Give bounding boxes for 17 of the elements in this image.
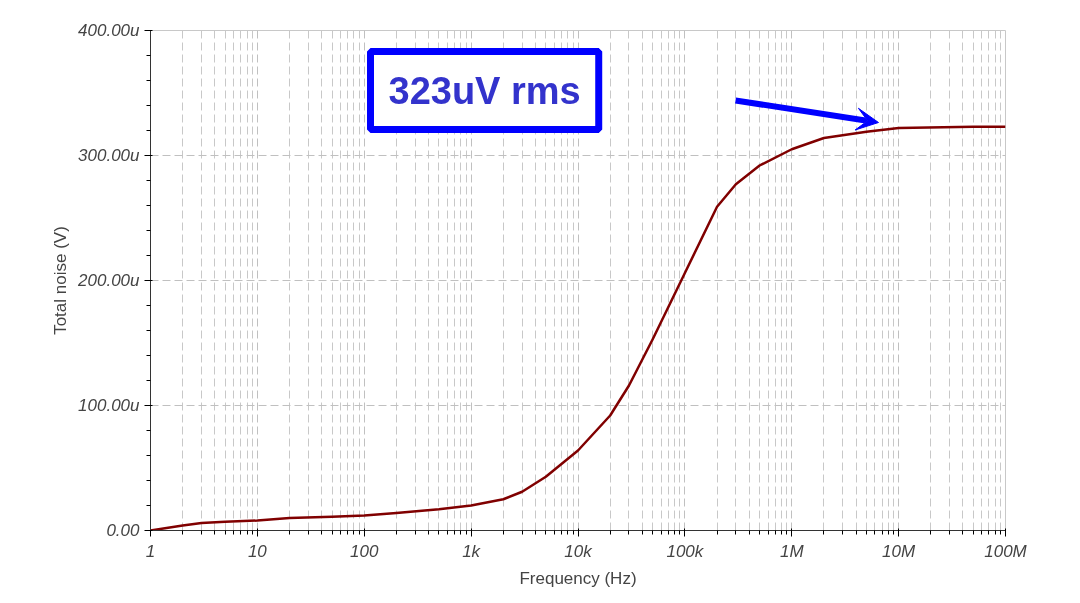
x-tick-label: 1k xyxy=(462,541,482,561)
x-tick-label: 10k xyxy=(564,541,594,561)
x-tick-label: 1M xyxy=(779,541,805,561)
y-tick-label: 100.00u xyxy=(78,396,141,415)
x-tick-label: 10M xyxy=(882,541,916,561)
y-tick-label: 300.00u xyxy=(78,146,141,165)
y-tick-label: 0.00 xyxy=(106,521,141,540)
x-tick-label: 100k xyxy=(666,541,705,561)
x-tick-label: 100M xyxy=(984,541,1028,561)
x-tick-label: 100 xyxy=(350,541,379,561)
x-axis-title: Frequency (Hz) xyxy=(519,568,637,588)
x-tick-label: 10 xyxy=(247,541,268,561)
annotation: 323uV rms xyxy=(388,69,581,112)
y-axis-title: Total noise (V) xyxy=(51,226,71,335)
x-tick-label: 1 xyxy=(145,541,156,561)
y-tick-label: 400.00u xyxy=(78,21,141,40)
y-tick-label: 200.00u xyxy=(77,271,141,290)
